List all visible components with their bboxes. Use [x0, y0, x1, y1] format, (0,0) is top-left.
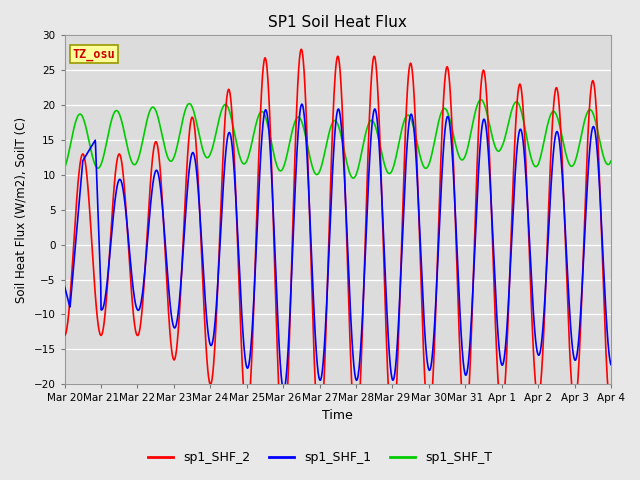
- Y-axis label: Soil Heat Flux (W/m2), SoilT (C): Soil Heat Flux (W/m2), SoilT (C): [15, 117, 28, 303]
- Title: SP1 Soil Heat Flux: SP1 Soil Heat Flux: [268, 15, 407, 30]
- Legend: sp1_SHF_2, sp1_SHF_1, sp1_SHF_T: sp1_SHF_2, sp1_SHF_1, sp1_SHF_T: [143, 446, 497, 469]
- X-axis label: Time: Time: [323, 409, 353, 422]
- Text: TZ_osu: TZ_osu: [73, 48, 116, 60]
